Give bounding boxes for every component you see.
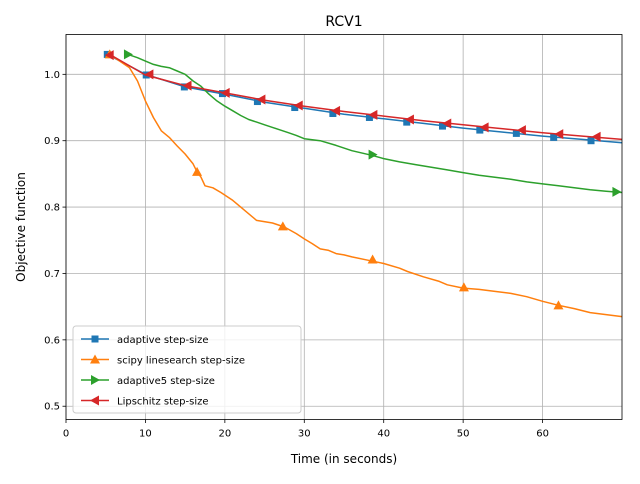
legend-item: scipy linesearch step-size <box>81 354 245 367</box>
series-marker <box>192 166 203 176</box>
series-marker <box>403 118 411 126</box>
series-marker <box>367 254 378 264</box>
series-marker <box>404 114 414 125</box>
legend-item: Lipschitz step-size <box>81 395 209 408</box>
legend-box <box>72 325 302 414</box>
plot-frame <box>65 34 623 420</box>
chart-title: RCV1 <box>325 14 362 30</box>
series-marker <box>220 87 230 98</box>
y-axis-label: Objective function <box>14 172 28 282</box>
series-marker <box>256 94 266 105</box>
series-marker <box>180 83 188 91</box>
legend-item: adaptive5 step-size <box>81 375 215 387</box>
tick-layer: 0 10 20 30 40 50 60 0.5 0.6 0.7 0.8 0.9 1.0 <box>44 70 549 440</box>
series-marker <box>182 80 192 91</box>
series-line <box>127 53 623 194</box>
series-marker <box>277 221 288 231</box>
series-line <box>109 53 623 318</box>
y-tick-label: 1.0 <box>44 70 60 81</box>
x-axis-label: Time (in seconds) <box>290 452 397 466</box>
series-marker <box>550 133 558 141</box>
series-marker <box>291 104 299 112</box>
series-marker <box>554 129 564 140</box>
x-tick-label: 20 <box>218 429 231 440</box>
series-marker <box>365 113 373 121</box>
series-marker <box>612 186 622 197</box>
series-marker <box>293 100 303 111</box>
legend-marker <box>90 395 99 406</box>
x-tick-label: 30 <box>298 429 311 440</box>
grid-layer <box>65 34 622 420</box>
series-marker <box>329 109 337 117</box>
series-marker <box>331 105 341 116</box>
y-tick-label: 0.5 <box>44 402 60 413</box>
x-tick-label: 10 <box>139 429 152 440</box>
y-tick-label: 0.6 <box>44 335 60 346</box>
series-3 <box>104 50 623 142</box>
y-tick-label: 0.9 <box>44 136 60 147</box>
series-marker <box>587 137 595 145</box>
series-marker <box>591 131 601 142</box>
x-tick-label: 0 <box>63 429 69 440</box>
series-marker <box>253 98 261 106</box>
series-marker <box>438 122 446 130</box>
legend-item: adaptive step-size <box>81 335 209 346</box>
series-marker <box>458 282 469 292</box>
series-line <box>109 53 623 141</box>
series-marker <box>368 109 378 120</box>
series-marker <box>442 118 452 129</box>
x-tick-label: 50 <box>457 429 470 440</box>
legend-items: adaptive step-size scipy linesearch step-… <box>81 335 245 408</box>
series-line <box>106 53 623 144</box>
legend-label: scipy linesearch step-size <box>117 356 245 367</box>
series-marker <box>368 149 378 160</box>
series-marker <box>104 50 114 61</box>
legend: adaptive step-size scipy linesearch step-… <box>72 325 302 414</box>
legend-label: adaptive step-size <box>117 335 209 346</box>
legend-label: Lipschitz step-size <box>117 397 209 408</box>
series-marker <box>479 122 489 133</box>
series-marker <box>516 125 526 136</box>
series-marker <box>123 49 133 60</box>
x-tick-label: 60 <box>536 429 549 440</box>
legend-label: adaptive5 step-size <box>117 376 215 387</box>
series-marker <box>512 129 520 137</box>
y-tick-label: 0.8 <box>44 203 60 214</box>
x-tick-label: 40 <box>377 429 390 440</box>
y-tick-label: 0.7 <box>44 269 60 280</box>
legend-marker <box>90 354 100 364</box>
legend-marker <box>91 335 99 343</box>
series-marker <box>144 69 154 80</box>
series-2 <box>123 49 623 197</box>
series-layer <box>103 49 623 318</box>
series-marker <box>553 300 564 310</box>
legend-marker <box>91 375 100 385</box>
series-marker <box>476 126 484 134</box>
